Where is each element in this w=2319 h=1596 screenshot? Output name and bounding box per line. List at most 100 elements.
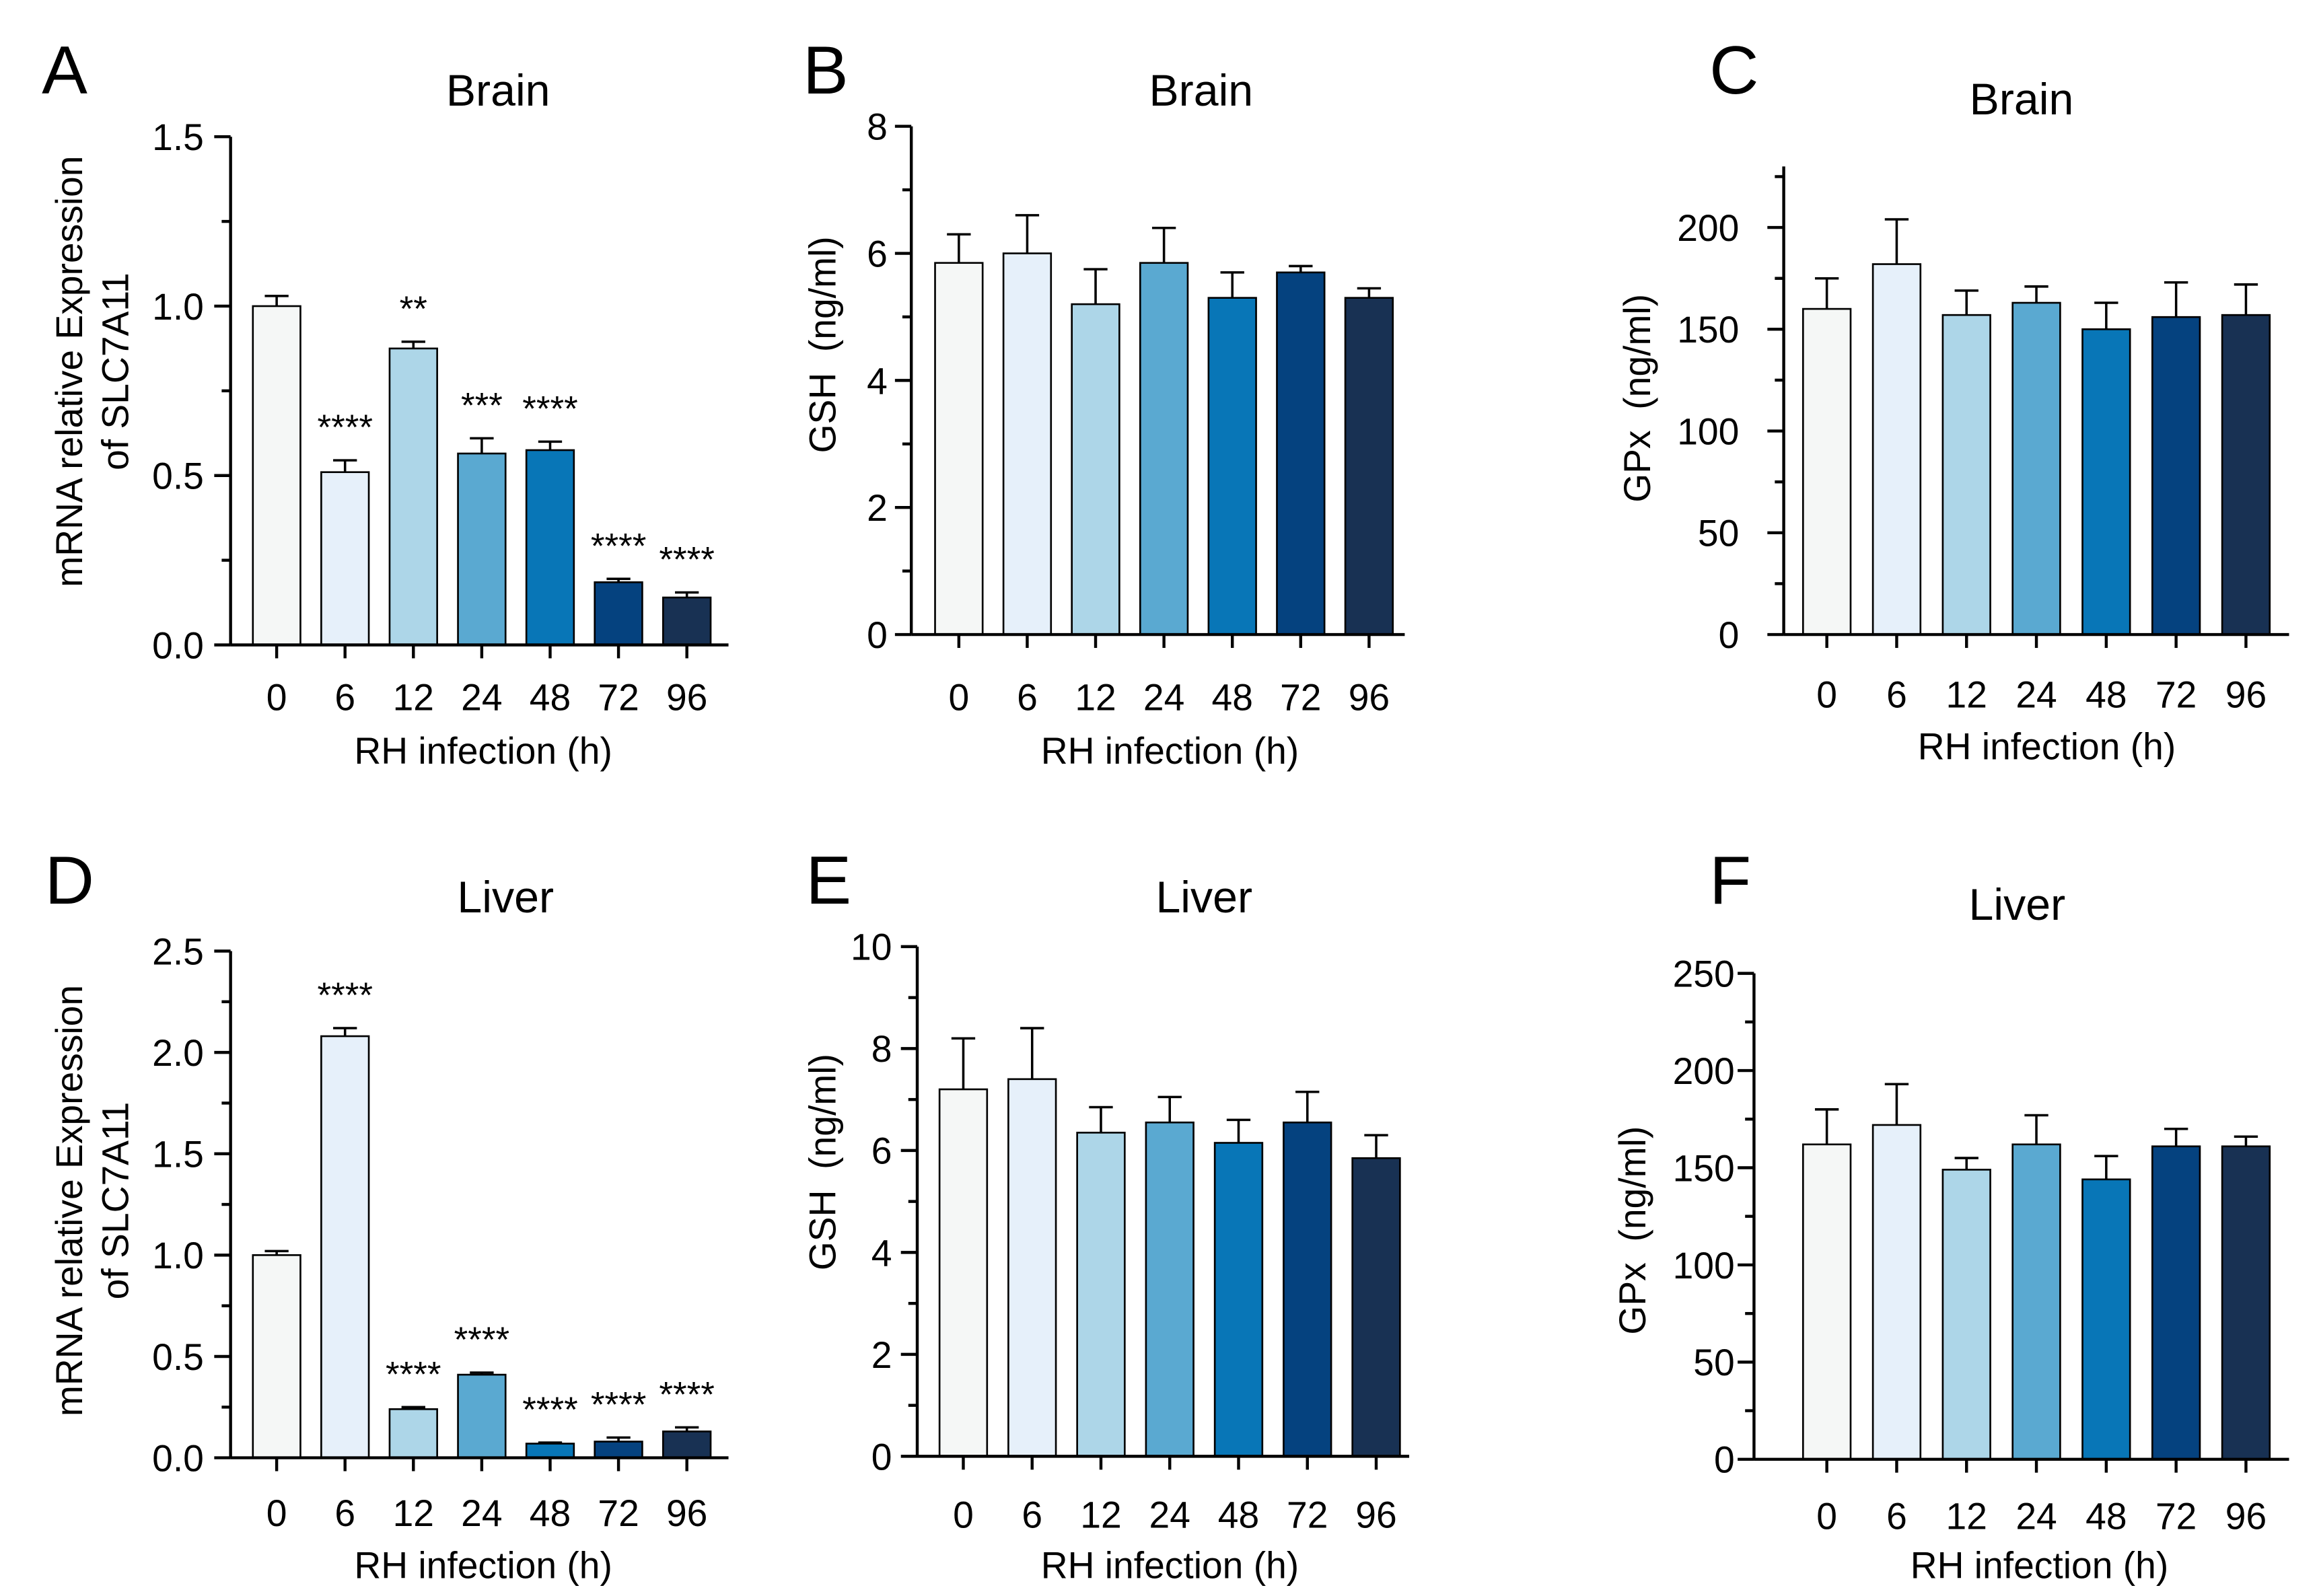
x-tick-label: 48 bbox=[2085, 674, 2127, 715]
error-bar bbox=[947, 233, 971, 263]
bar bbox=[1276, 271, 1326, 636]
x-tick-label: 12 bbox=[1080, 1494, 1121, 1535]
error-bar bbox=[2164, 1127, 2188, 1147]
chart-title: Liver bbox=[457, 873, 554, 922]
chart-title: Brain bbox=[1149, 66, 1254, 116]
error-bar bbox=[333, 1027, 357, 1037]
y-tick-label: 100 bbox=[1673, 1245, 1735, 1286]
bar bbox=[1071, 303, 1120, 636]
bar bbox=[1207, 297, 1257, 636]
error-bar bbox=[2234, 1135, 2258, 1147]
x-tick-label: 72 bbox=[598, 677, 639, 719]
y-tick-label: 1.5 bbox=[152, 116, 204, 158]
y-tick-label: 2.0 bbox=[152, 1032, 204, 1074]
y-tick-label: 150 bbox=[1673, 1147, 1735, 1189]
y-tick-label: 2.5 bbox=[152, 931, 204, 972]
x-tick-label: 48 bbox=[1212, 677, 1253, 719]
x-tick-label: 48 bbox=[530, 1492, 571, 1534]
error-bar bbox=[2164, 281, 2188, 318]
x-tick-label: 0 bbox=[948, 677, 969, 719]
x-tick-label: 24 bbox=[461, 1492, 502, 1534]
x-tick-label: 0 bbox=[1816, 1496, 1837, 1537]
y-tick-label: 1.0 bbox=[152, 286, 204, 328]
bar bbox=[2221, 314, 2271, 636]
x-tick-label: 96 bbox=[1349, 677, 1390, 719]
bar bbox=[2011, 1143, 2061, 1461]
error-bar bbox=[1220, 271, 1244, 298]
x-tick-label: 12 bbox=[1946, 1496, 1987, 1537]
y-tick-label: 1.5 bbox=[152, 1134, 204, 1175]
bar bbox=[457, 1373, 507, 1459]
y-tick-label: 0 bbox=[1719, 614, 1740, 656]
error-bar bbox=[2024, 285, 2048, 303]
y-axis-label: of SLC7A11 bbox=[94, 273, 136, 470]
error-bar bbox=[1020, 1027, 1044, 1079]
error-bar bbox=[1814, 1108, 1839, 1145]
error-bar bbox=[1151, 227, 1176, 263]
panel-label: D bbox=[45, 842, 94, 918]
error-bar bbox=[2094, 1155, 2118, 1180]
x-tick-label: 6 bbox=[334, 677, 355, 719]
y-axis-label: mRNA relative Expression bbox=[48, 156, 90, 587]
x-tick-label: 72 bbox=[1287, 1494, 1328, 1535]
bar bbox=[2081, 328, 2131, 636]
x-tick-label: 24 bbox=[1143, 677, 1184, 719]
x-tick-label: 24 bbox=[2015, 1496, 2057, 1537]
significance-marker: ** bbox=[400, 289, 427, 329]
error-bar bbox=[1295, 1090, 1320, 1123]
error-bar bbox=[1015, 214, 1040, 254]
error-bar bbox=[1289, 264, 1313, 273]
error-bar bbox=[470, 437, 494, 454]
bar bbox=[2151, 316, 2201, 636]
bar bbox=[1801, 1143, 1852, 1461]
y-tick-label: 10 bbox=[851, 927, 892, 968]
significance-marker: **** bbox=[454, 1320, 510, 1360]
significance-marker: **** bbox=[591, 526, 647, 566]
error-bar bbox=[1226, 1118, 1251, 1143]
x-tick-label: 48 bbox=[1218, 1494, 1259, 1535]
x-tick-label: 0 bbox=[266, 677, 287, 719]
x-axis-label: RH infection (h) bbox=[354, 1544, 612, 1586]
bar bbox=[938, 1088, 989, 1457]
significance-marker: **** bbox=[386, 1354, 441, 1394]
significance-marker: *** bbox=[461, 386, 503, 425]
x-tick-label: 96 bbox=[666, 1492, 707, 1534]
bar bbox=[1871, 263, 1922, 636]
bar bbox=[388, 347, 438, 646]
x-tick-label: 0 bbox=[266, 1492, 287, 1534]
bar bbox=[320, 471, 370, 646]
panel-c: C Brain GPx (ng/ml) 0 50 100 150 200 0 6 12 24 48 72 9… bbox=[1616, 32, 2289, 768]
x-tick-label: 48 bbox=[530, 677, 571, 719]
significance-marker: **** bbox=[317, 408, 373, 447]
bar bbox=[1801, 307, 1852, 636]
x-tick-label: 72 bbox=[598, 1492, 639, 1534]
bar bbox=[594, 1441, 643, 1459]
bar bbox=[2221, 1145, 2271, 1461]
bar bbox=[1145, 1121, 1194, 1457]
bar bbox=[662, 596, 712, 646]
bar bbox=[934, 262, 984, 636]
y-tick-label: 250 bbox=[1673, 953, 1735, 994]
bar bbox=[252, 305, 301, 646]
x-tick-label: 12 bbox=[1075, 677, 1116, 719]
y-tick-label: 8 bbox=[871, 1028, 892, 1070]
bar bbox=[1002, 252, 1053, 636]
y-tick-label: 0 bbox=[1714, 1439, 1735, 1481]
x-tick-label: 72 bbox=[2155, 674, 2197, 715]
error-bar bbox=[606, 1436, 631, 1442]
y-axis-label: GSH (ng/ml) bbox=[802, 1054, 844, 1270]
chart-title: Brain bbox=[1970, 75, 2074, 124]
y-tick-label: 0 bbox=[871, 1436, 892, 1478]
y-axis-label: GPx (ng/ml) bbox=[1612, 1126, 1653, 1335]
bar bbox=[525, 1443, 575, 1459]
significance-marker: **** bbox=[317, 976, 373, 1015]
x-tick-label: 6 bbox=[334, 1492, 355, 1534]
x-tick-label: 72 bbox=[1280, 677, 1321, 719]
error-bar bbox=[1357, 287, 1382, 298]
panel-label: B bbox=[803, 32, 849, 108]
x-tick-label: 24 bbox=[2015, 674, 2057, 715]
x-tick-label: 12 bbox=[393, 1492, 434, 1534]
error-bar bbox=[1954, 1157, 1978, 1170]
